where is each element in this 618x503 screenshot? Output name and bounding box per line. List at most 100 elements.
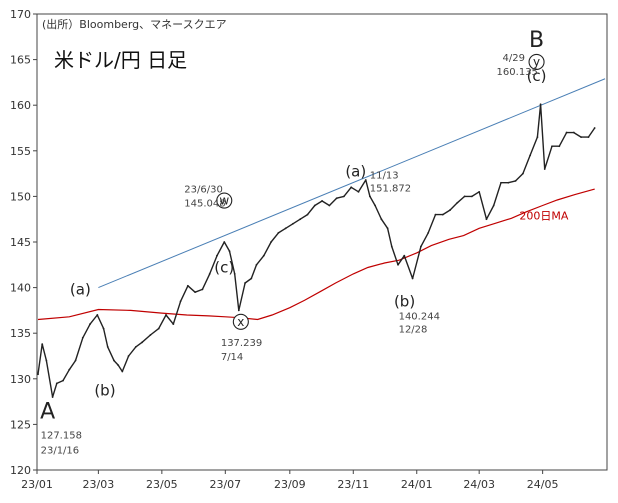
annotation-b2: (b) [394, 292, 415, 310]
annotation-b1: (b) [94, 382, 115, 400]
annotation-x-ring [232, 313, 249, 330]
annotation-b2-date: 12/28 [399, 324, 428, 335]
price-point [380, 218, 383, 221]
annotation-B: B [529, 28, 544, 53]
source-note: (出所）Bloomberg、マネースクエア [42, 17, 227, 31]
x-tick-label: 24/01 [401, 478, 433, 491]
price-point [284, 227, 287, 230]
y-tick-label: 170 [10, 8, 31, 21]
x-tick-label: 23/09 [274, 478, 306, 491]
price-point [157, 327, 160, 330]
price-point [463, 195, 466, 198]
ma-200-line [37, 188, 595, 321]
price-point [223, 241, 226, 243]
x-tick-label: 24/05 [527, 478, 559, 491]
price-point [186, 284, 189, 287]
price-point [172, 323, 175, 325]
y-tick-label: 160 [10, 99, 31, 112]
price-point [179, 300, 182, 303]
price-point [420, 245, 422, 248]
price-point [492, 204, 495, 207]
annotation-x: x [237, 315, 244, 329]
price-point [299, 218, 302, 221]
price-point [89, 323, 91, 325]
annotation-a2-date: 11/13 [370, 170, 399, 181]
y-tick-label: 135 [10, 327, 31, 340]
price-point [233, 273, 236, 275]
usdjpy-price-line [37, 103, 596, 398]
price-point [216, 254, 218, 257]
price-point [55, 382, 58, 385]
price-point [37, 373, 39, 376]
price-point [572, 131, 575, 134]
price-point [521, 172, 524, 175]
price-point [456, 201, 459, 204]
annotation-A: A [40, 400, 55, 425]
price-point [343, 195, 345, 198]
series-layer [37, 78, 606, 398]
y-tick-label: 140 [10, 282, 31, 295]
price-point [51, 396, 54, 398]
price-point [507, 181, 510, 184]
price-point [449, 209, 451, 211]
price-point [250, 277, 253, 280]
x-tick-label: 23/05 [146, 478, 178, 491]
x-tick-label: 23/01 [21, 478, 53, 491]
chart-title: 米ドル/円 日足 [54, 48, 187, 72]
price-point [262, 254, 265, 257]
annotation-c2-value: 160.135 [497, 67, 538, 78]
price-point [121, 370, 124, 373]
price-point [194, 291, 197, 294]
price-point [306, 213, 309, 216]
x-tick-label: 23/11 [337, 478, 369, 491]
annotation-c1-value: 145.048 [184, 199, 225, 210]
annotation-w-ring [216, 192, 233, 209]
y-tick-label: 130 [10, 373, 31, 386]
x-tick-label: 24/03 [463, 478, 495, 491]
annotation-a1: (a) [70, 280, 91, 298]
price-point [244, 282, 246, 284]
price-point [62, 379, 64, 382]
price-point [374, 204, 377, 207]
price-point [364, 179, 367, 181]
price-point [478, 190, 481, 193]
price-point [386, 227, 389, 230]
price-point [500, 181, 502, 184]
price-point [328, 204, 331, 207]
price-point [565, 131, 568, 134]
annotation-y: y [533, 55, 540, 69]
price-point [441, 213, 444, 216]
price-point [558, 145, 561, 148]
y-tick-label: 150 [10, 190, 31, 203]
price-point [81, 336, 84, 339]
price-point [369, 195, 371, 198]
price-point [321, 200, 323, 202]
price-point [357, 190, 360, 193]
price-point [255, 263, 258, 266]
x-tick-label: 23/03 [83, 478, 115, 491]
price-point [102, 327, 105, 330]
price-point [485, 218, 488, 221]
plot-frame [36, 13, 608, 471]
annotation-c1: (c) [214, 259, 234, 277]
price-point [434, 213, 437, 216]
price-point [335, 197, 338, 200]
price-point [74, 359, 77, 362]
price-point [117, 364, 120, 367]
annotation-y-ring [528, 53, 545, 71]
price-point [350, 186, 353, 189]
price-point [539, 103, 542, 106]
price-point [149, 334, 152, 336]
annotation-c2-date: 4/29 [503, 53, 525, 64]
y-tick-label: 165 [10, 54, 31, 67]
price-point [277, 231, 280, 234]
price-point [228, 250, 231, 253]
price-point [580, 136, 583, 139]
y-axis: 120 125 130 135 140 145 150 155 160 165 170 [10, 8, 37, 477]
price-point [514, 179, 517, 182]
x-axis: 23/01 23/03 23/05 23/07 23/09 23/11 24/01 24/03… [21, 470, 558, 491]
annotation-a2-value: 151.872 [370, 183, 411, 194]
x-tick-label: 23/07 [209, 478, 241, 491]
price-point [41, 343, 44, 346]
